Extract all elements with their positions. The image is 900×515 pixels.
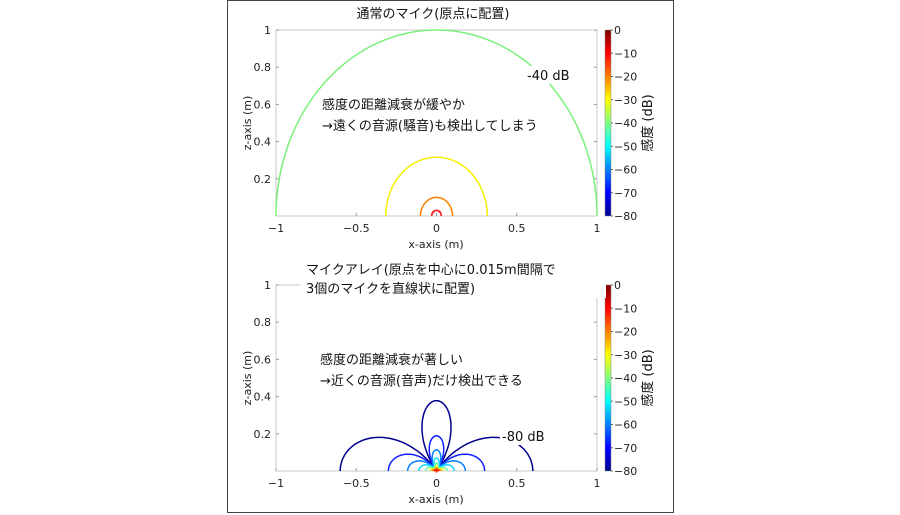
contour-line [275,29,598,216]
chart-title-line-1: マイクアレイ(原点を中心に0.015m間隔で [306,263,556,278]
x-axis-label: x-axis (m) [408,238,463,251]
colorbar-tick-label: 0 [614,24,621,37]
x-tick-label: 0 [433,477,440,490]
y-tick-label: 0.2 [254,428,272,441]
x-tick-label: 0.5 [508,477,526,490]
contour-line [419,196,454,217]
chart-title: 通常のマイク(原点に配置) [357,7,510,22]
annotation-line-2: →遠くの音源(騒音)も検出してしまう [322,118,538,134]
contour-line [418,457,455,472]
title-bg [300,262,606,298]
plot-area: −1 −0.5 0 0.5 1 0.2 0.4 0.6 0.8 1 0 −10 −20 −30 −40 −50… [254,24,638,235]
contour-line [429,465,444,472]
contour-line [424,462,449,472]
chart-omni-mic: 通常のマイク(原点に配置) −1 −0.5 0 0.5 10.20.40.60.81 0−… [241,7,656,251]
colorbar-tick-label: −80 [614,210,637,223]
y-tick-label: 0.8 [254,316,272,329]
contour-line [385,156,488,216]
colorbar-label: 感度 (dB) [640,94,656,151]
annotation-line-1: 感度の距離減衰が著しい [320,352,463,368]
y-tick-label: 0.2 [254,173,272,186]
colorbar [604,29,612,217]
x-tick-label: −1 [268,477,284,490]
contour-label: -40 dB [527,69,570,84]
y-tick-label: 1 [264,24,271,37]
contour-line [430,209,443,216]
chart-title-line-2: 3個のマイクを直線状に配置) [306,281,475,297]
x-tick-label: 0 [433,222,440,235]
colorbar-tick-label: −50 [614,140,637,153]
colorbar-tick-label: −10 [614,302,637,315]
colorbar-tick-label: −40 [614,117,637,130]
colorbar [604,284,612,472]
colorbar-tick-label: −60 [614,164,637,177]
x-tick-label: 1 [594,477,601,490]
colorbar-tick-label: −10 [614,47,637,60]
y-tick-label: 1 [264,279,271,292]
y-tick-label: 0.8 [254,61,272,74]
colorbar-tick-label: −80 [614,465,637,478]
x-tick-label: 1 [594,222,601,235]
annotation-line-1: 感度の距離減衰が緩やか [322,97,465,113]
axes-box [275,29,598,217]
contour-line [406,449,467,472]
y-axis-label: z-axis (m) [241,96,254,151]
colorbar-tick-label: −40 [614,372,637,385]
annotation-line-2: →近くの音源(音声)だけ検出できる [320,373,523,389]
chart-mic-array: −1 −0.5 0 0.5 1 0.2 0.4 0.6 0.8 1 0 −10 −20 −30 −40 −50… [241,262,656,506]
y-axis-label: z-axis (m) [241,351,254,406]
x-axis-label: x-axis (m) [408,493,463,506]
x-tick-label: −1 [268,222,284,235]
colorbar-tick-label: −70 [614,187,637,200]
colorbar-tick-label: −20 [614,71,637,84]
colorbar-label: 感度 (dB) [640,349,656,406]
y-tick-label: 0.4 [254,136,272,149]
colorbar-tick-label: −50 [614,395,637,408]
x-tick-label: −0.5 [343,477,370,490]
colorbar-tick-label: −70 [614,442,637,455]
contour-line [339,399,534,471]
y-tick-label: 0.4 [254,391,272,404]
colorbar-tick-label: −60 [614,419,637,432]
colorbar-tick-label: 0 [614,279,621,292]
contour-line [387,435,486,472]
x-tick-label: −0.5 [343,222,370,235]
contour-line [433,468,440,473]
y-tick-label: 0.6 [254,353,272,366]
y-tick-label: 0.6 [254,98,272,111]
contour-label: -80 dB [502,430,545,445]
x-tick-label: 0.5 [508,222,526,235]
contour-label-bg [500,427,552,445]
colorbar-tick-label: −30 [614,94,637,107]
colorbar-tick-label: −20 [614,326,637,339]
colorbar-tick-label: −30 [614,349,637,362]
contour-label-bg [524,66,576,84]
